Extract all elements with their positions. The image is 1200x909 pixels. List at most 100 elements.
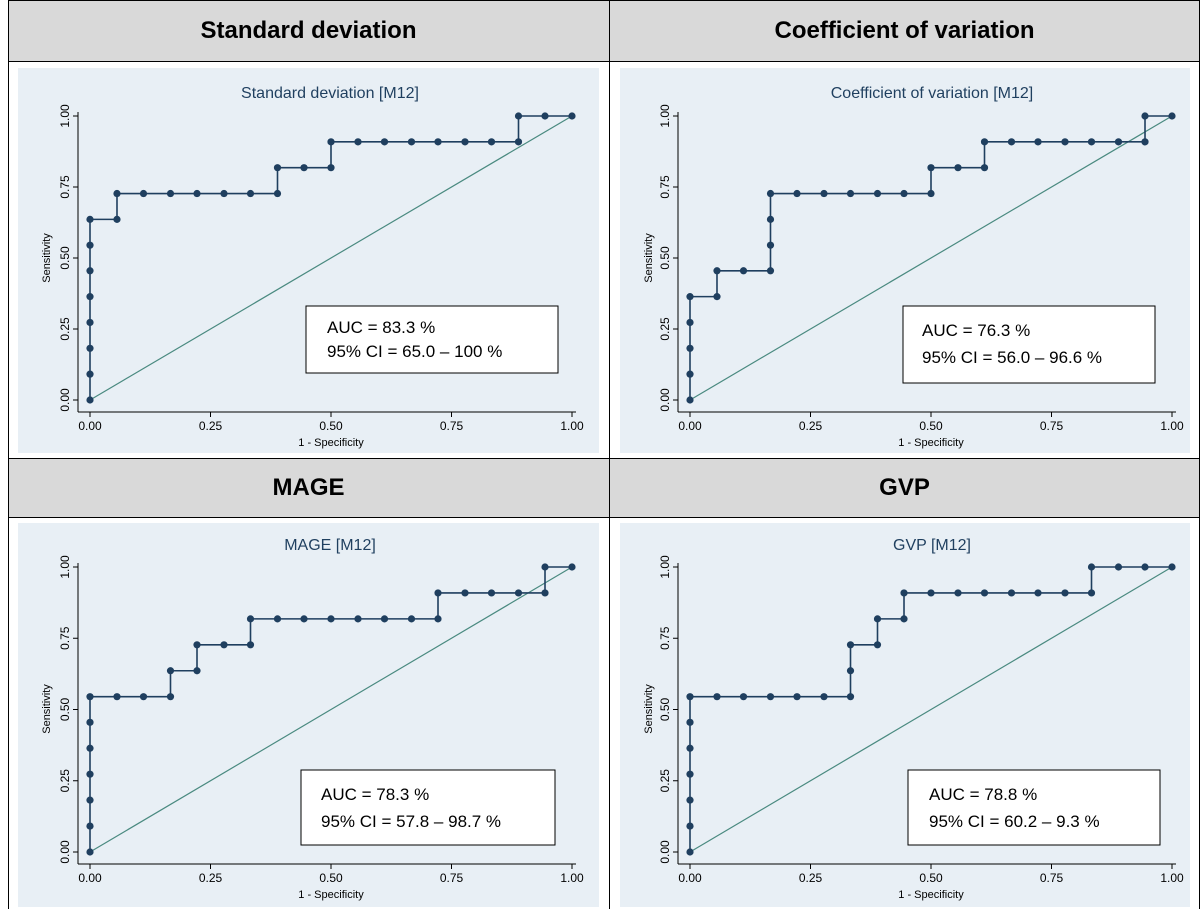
- roc-curve-line: [89, 115, 572, 400]
- roc-point: [434, 589, 442, 597]
- roc-point: [487, 589, 496, 597]
- roc-point: [193, 667, 201, 675]
- x-tick-label: 1.00: [1160, 419, 1184, 433]
- roc-point: [354, 138, 362, 146]
- roc-point: [139, 693, 148, 701]
- x-axis-label: 1 - Specificity: [298, 437, 364, 449]
- roc-curve-line: [89, 566, 572, 852]
- roc-point: [434, 138, 442, 146]
- roc-point: [380, 138, 389, 146]
- auc-text: AUC = 78.3 %: [321, 785, 429, 804]
- chart-title: GVP [M12]: [893, 537, 971, 554]
- header-coefficient-of-variation: Coefficient of variation: [609, 0, 1200, 62]
- roc-point: [1007, 138, 1016, 146]
- plot-area: [77, 563, 576, 865]
- y-ticks: 0.00 0.25 0.50 0.75 1.00: [58, 555, 78, 864]
- x-ticks: 0.00 0.25 0.50 0.75 1.00: [78, 412, 584, 433]
- chart-panel-gvp: GVP [M12] 1 - Specificity Sensitivity 0.…: [620, 523, 1190, 907]
- roc-point: [846, 641, 855, 649]
- roc-point: [766, 215, 775, 223]
- x-tick-label: 0.00: [78, 871, 102, 885]
- reference-line: [689, 115, 1173, 401]
- roc-point: [900, 589, 908, 597]
- roc-point: [407, 138, 416, 146]
- roc-point: [193, 189, 201, 198]
- roc-point: [927, 164, 935, 172]
- header-standard-deviation: Standard deviation: [8, 0, 609, 62]
- y-axis-label: Sensitivity: [41, 233, 53, 283]
- roc-curve-line: [689, 566, 1172, 852]
- roc-point: [686, 796, 694, 804]
- chart-title: Coefficient of variation [M12]: [831, 85, 1033, 102]
- x-tick-label: 0.75: [440, 871, 464, 885]
- roc-point: [434, 615, 442, 623]
- y-tick-label: 0.75: [58, 175, 72, 199]
- header-mage: MAGE: [8, 458, 609, 518]
- y-tick-label: 0.50: [658, 697, 672, 721]
- reference-line: [89, 566, 573, 853]
- roc-point: [1034, 589, 1042, 597]
- x-axis-label: 1 - Specificity: [298, 889, 364, 901]
- roc-point: [1114, 138, 1123, 146]
- x-ticks: 0.00 0.25 0.50 0.75 1.00: [678, 864, 1184, 885]
- y-axis-label: Sensitivity: [643, 684, 655, 734]
- roc-point: [300, 615, 308, 623]
- roc-point: [86, 215, 94, 223]
- roc-point: [86, 318, 94, 327]
- roc-point: [1087, 589, 1096, 597]
- roc-point: [793, 189, 801, 198]
- roc-point: [514, 589, 523, 597]
- chart-title: MAGE [M12]: [284, 537, 376, 554]
- auc-box: [902, 305, 1156, 384]
- roc-curve-line: [689, 115, 1172, 400]
- x-tick-label: 0.25: [799, 419, 823, 433]
- roc-point: [113, 693, 121, 701]
- roc-point: [86, 267, 94, 275]
- y-tick-label: 0.50: [58, 246, 72, 270]
- roc-point: [927, 189, 935, 198]
- y-tick-label: 1.00: [658, 104, 672, 128]
- roc-point: [139, 189, 148, 198]
- roc-point: [686, 318, 694, 327]
- roc-point: [927, 589, 935, 597]
- roc-point: [461, 138, 469, 146]
- roc-point: [1168, 563, 1176, 571]
- roc-point: [873, 615, 882, 623]
- x-tick-label: 0.00: [678, 419, 702, 433]
- roc-point: [1141, 138, 1149, 146]
- y-tick-label: 0.25: [658, 769, 672, 793]
- roc-point: [86, 396, 94, 404]
- roc-point: [1141, 563, 1149, 571]
- roc-point: [686, 718, 694, 726]
- roc-point: [1114, 563, 1123, 571]
- y-tick-label: 0.75: [658, 175, 672, 199]
- roc-point: [514, 112, 523, 120]
- roc-point: [1087, 138, 1096, 146]
- roc-point: [86, 770, 94, 778]
- ci-text: 95% CI = 56.0 – 96.6 %: [922, 348, 1102, 367]
- panel-background: [620, 68, 1190, 453]
- roc-point: [380, 615, 389, 623]
- roc-point: [86, 744, 94, 752]
- plot-area: [77, 112, 576, 413]
- roc-point: [166, 189, 175, 198]
- chart-title: Standard deviation [M12]: [241, 85, 419, 102]
- ci-text: 95% CI = 57.8 – 98.7 %: [321, 812, 501, 831]
- roc-point: [1061, 589, 1069, 597]
- roc-point: [86, 241, 94, 249]
- roc-point: [220, 641, 228, 649]
- x-tick-label: 0.50: [919, 871, 943, 885]
- auc-box: [300, 769, 556, 846]
- roc-point: [86, 848, 94, 856]
- y-ticks: 0.00 0.25 0.50 0.75 1.00: [658, 555, 678, 864]
- x-tick-label: 0.00: [678, 871, 702, 885]
- roc-point: [793, 693, 801, 701]
- y-tick-label: 0.25: [58, 769, 72, 793]
- roc-point: [86, 718, 94, 726]
- table-border-left: [8, 0, 9, 909]
- roc-point: [220, 189, 228, 198]
- x-axis-label: 1 - Specificity: [898, 437, 964, 449]
- x-tick-label: 0.75: [1040, 419, 1064, 433]
- roc-point: [1141, 112, 1149, 120]
- y-ticks: 0.00 0.25 0.50 0.75 1.00: [58, 104, 78, 412]
